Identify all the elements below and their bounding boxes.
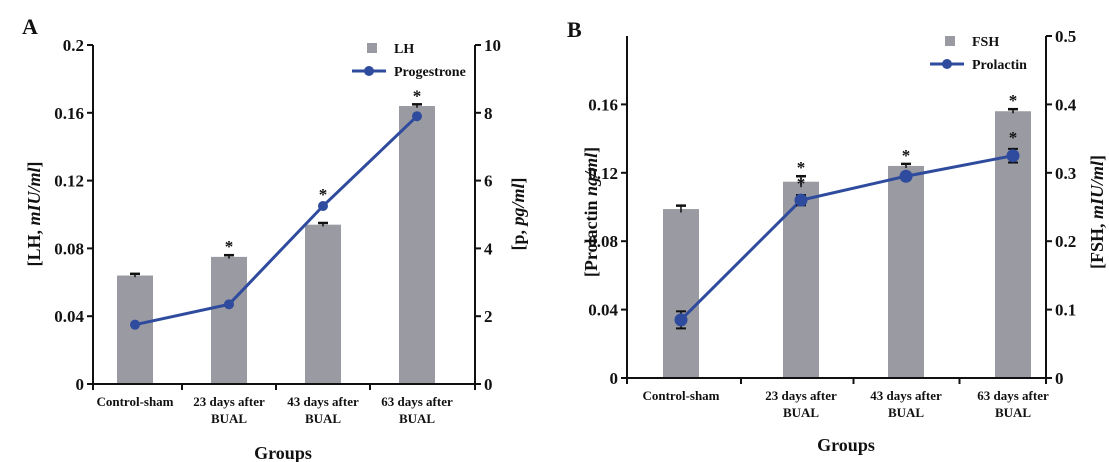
data-point	[899, 169, 913, 183]
x-axis-title: Groups	[254, 443, 312, 462]
y-tick-label-left: 0.16	[588, 95, 618, 114]
y-tick-label-right: 0.2	[1055, 232, 1076, 251]
chart-panel-b: B*****00.040.080.120.1600.10.20.30.40.5C…	[567, 17, 1107, 455]
y-tick-label-left: 0.12	[588, 164, 618, 183]
bar	[663, 209, 699, 378]
x-axis-title: Groups	[817, 435, 875, 455]
chart-panel-a: A * * * 0 0.04 0.08 0.12 0.16 0.2 0 2 4 6 8 10 Control-s…	[22, 14, 528, 462]
x-tick-label: Control-sham	[96, 394, 173, 409]
legend-swatch-bar	[945, 36, 955, 46]
y-tick-label-right: 0	[484, 375, 493, 394]
y-axis-title-right: [FSH, mIU/ml]	[1087, 155, 1107, 269]
significance-star: *	[1009, 91, 1018, 110]
significance-star: *	[902, 146, 911, 165]
legend-swatch-bar	[367, 43, 377, 53]
x-tick-label: 43 days after	[870, 388, 942, 403]
legend-label: Prolactin	[972, 58, 1027, 73]
bar	[888, 165, 924, 378]
y-tick-label-right: 4	[484, 239, 493, 258]
x-tick-label: 43 days after	[287, 394, 359, 409]
series-line	[134, 115, 419, 327]
legend-label: LH	[394, 42, 414, 57]
x-tick-label: BUAL	[888, 405, 924, 420]
y-tick-label-left: 0.04	[588, 301, 618, 320]
significance-star: *	[225, 237, 234, 256]
x-tick-label: Control-sham	[642, 388, 719, 403]
y-tick-label-right: 6	[484, 172, 493, 191]
bar	[117, 275, 153, 384]
bar	[211, 256, 247, 384]
y-tick-label-right: 8	[484, 104, 493, 123]
data-point	[1006, 149, 1020, 163]
data-point	[318, 201, 328, 212]
significance-star: *	[413, 86, 422, 105]
bar	[783, 181, 819, 378]
y-tick-label-left: 0.12	[54, 172, 84, 191]
significance-star: *	[797, 158, 806, 177]
y-axis-title-left: [LH, mIU/ml]	[24, 161, 44, 266]
y-tick-label-left: 0.2	[63, 36, 84, 55]
x-tick-label: 23 days after	[765, 388, 837, 403]
y-tick-label-right: 0.1	[1055, 301, 1076, 320]
legend: LH Progestrone	[352, 42, 466, 80]
y-axis-title-right: [p, pg/ml]	[508, 177, 528, 250]
x-tick-label: BUAL	[399, 411, 435, 426]
y-tick-label-right: 0.5	[1055, 27, 1076, 46]
significance-star: *	[1009, 128, 1018, 147]
x-tick-label: 63 days after	[977, 388, 1049, 403]
data-point	[412, 111, 422, 122]
x-tick-label: BUAL	[305, 411, 341, 426]
bar	[399, 106, 435, 385]
x-tick-label: 63 days after	[381, 394, 453, 409]
legend-swatch-marker	[942, 59, 952, 69]
legend: FSH Prolactin	[930, 35, 1027, 73]
significance-star: *	[797, 174, 806, 193]
y-tick-label-left: 0	[610, 369, 619, 388]
panel-label: A	[22, 14, 38, 39]
x-tick-label: 23 days after	[193, 394, 265, 409]
y-tick-label-right: 0	[1055, 369, 1064, 388]
legend-label: Progestrone	[394, 65, 466, 80]
y-tick-label-right: 0.4	[1055, 95, 1077, 114]
x-tick-label: BUAL	[783, 405, 819, 420]
y-tick-label-left: 0.16	[54, 104, 84, 123]
legend-swatch-marker	[364, 66, 374, 76]
series-line	[679, 154, 1014, 321]
y-tick-label-right: 0.3	[1055, 164, 1076, 183]
y-tick-label-right: 2	[484, 307, 493, 326]
data-point	[674, 313, 688, 327]
panel-label: B	[567, 17, 582, 42]
data-point	[130, 319, 140, 330]
y-tick-label-left: 0.08	[588, 232, 618, 251]
y-tick-label-right: 10	[484, 36, 501, 55]
bar	[305, 224, 341, 384]
data-point	[794, 193, 808, 207]
y-tick-label-left: 0.08	[54, 239, 84, 258]
y-axis-title-left: [Prolactin ng/ml]	[581, 147, 601, 277]
significance-star: *	[319, 185, 328, 204]
x-tick-label: BUAL	[995, 405, 1031, 420]
x-tick-label: BUAL	[211, 411, 247, 426]
legend-label: FSH	[972, 35, 999, 50]
y-tick-label-left: 0.04	[54, 307, 84, 326]
data-point	[224, 299, 234, 310]
y-tick-label-left: 0	[76, 375, 85, 394]
